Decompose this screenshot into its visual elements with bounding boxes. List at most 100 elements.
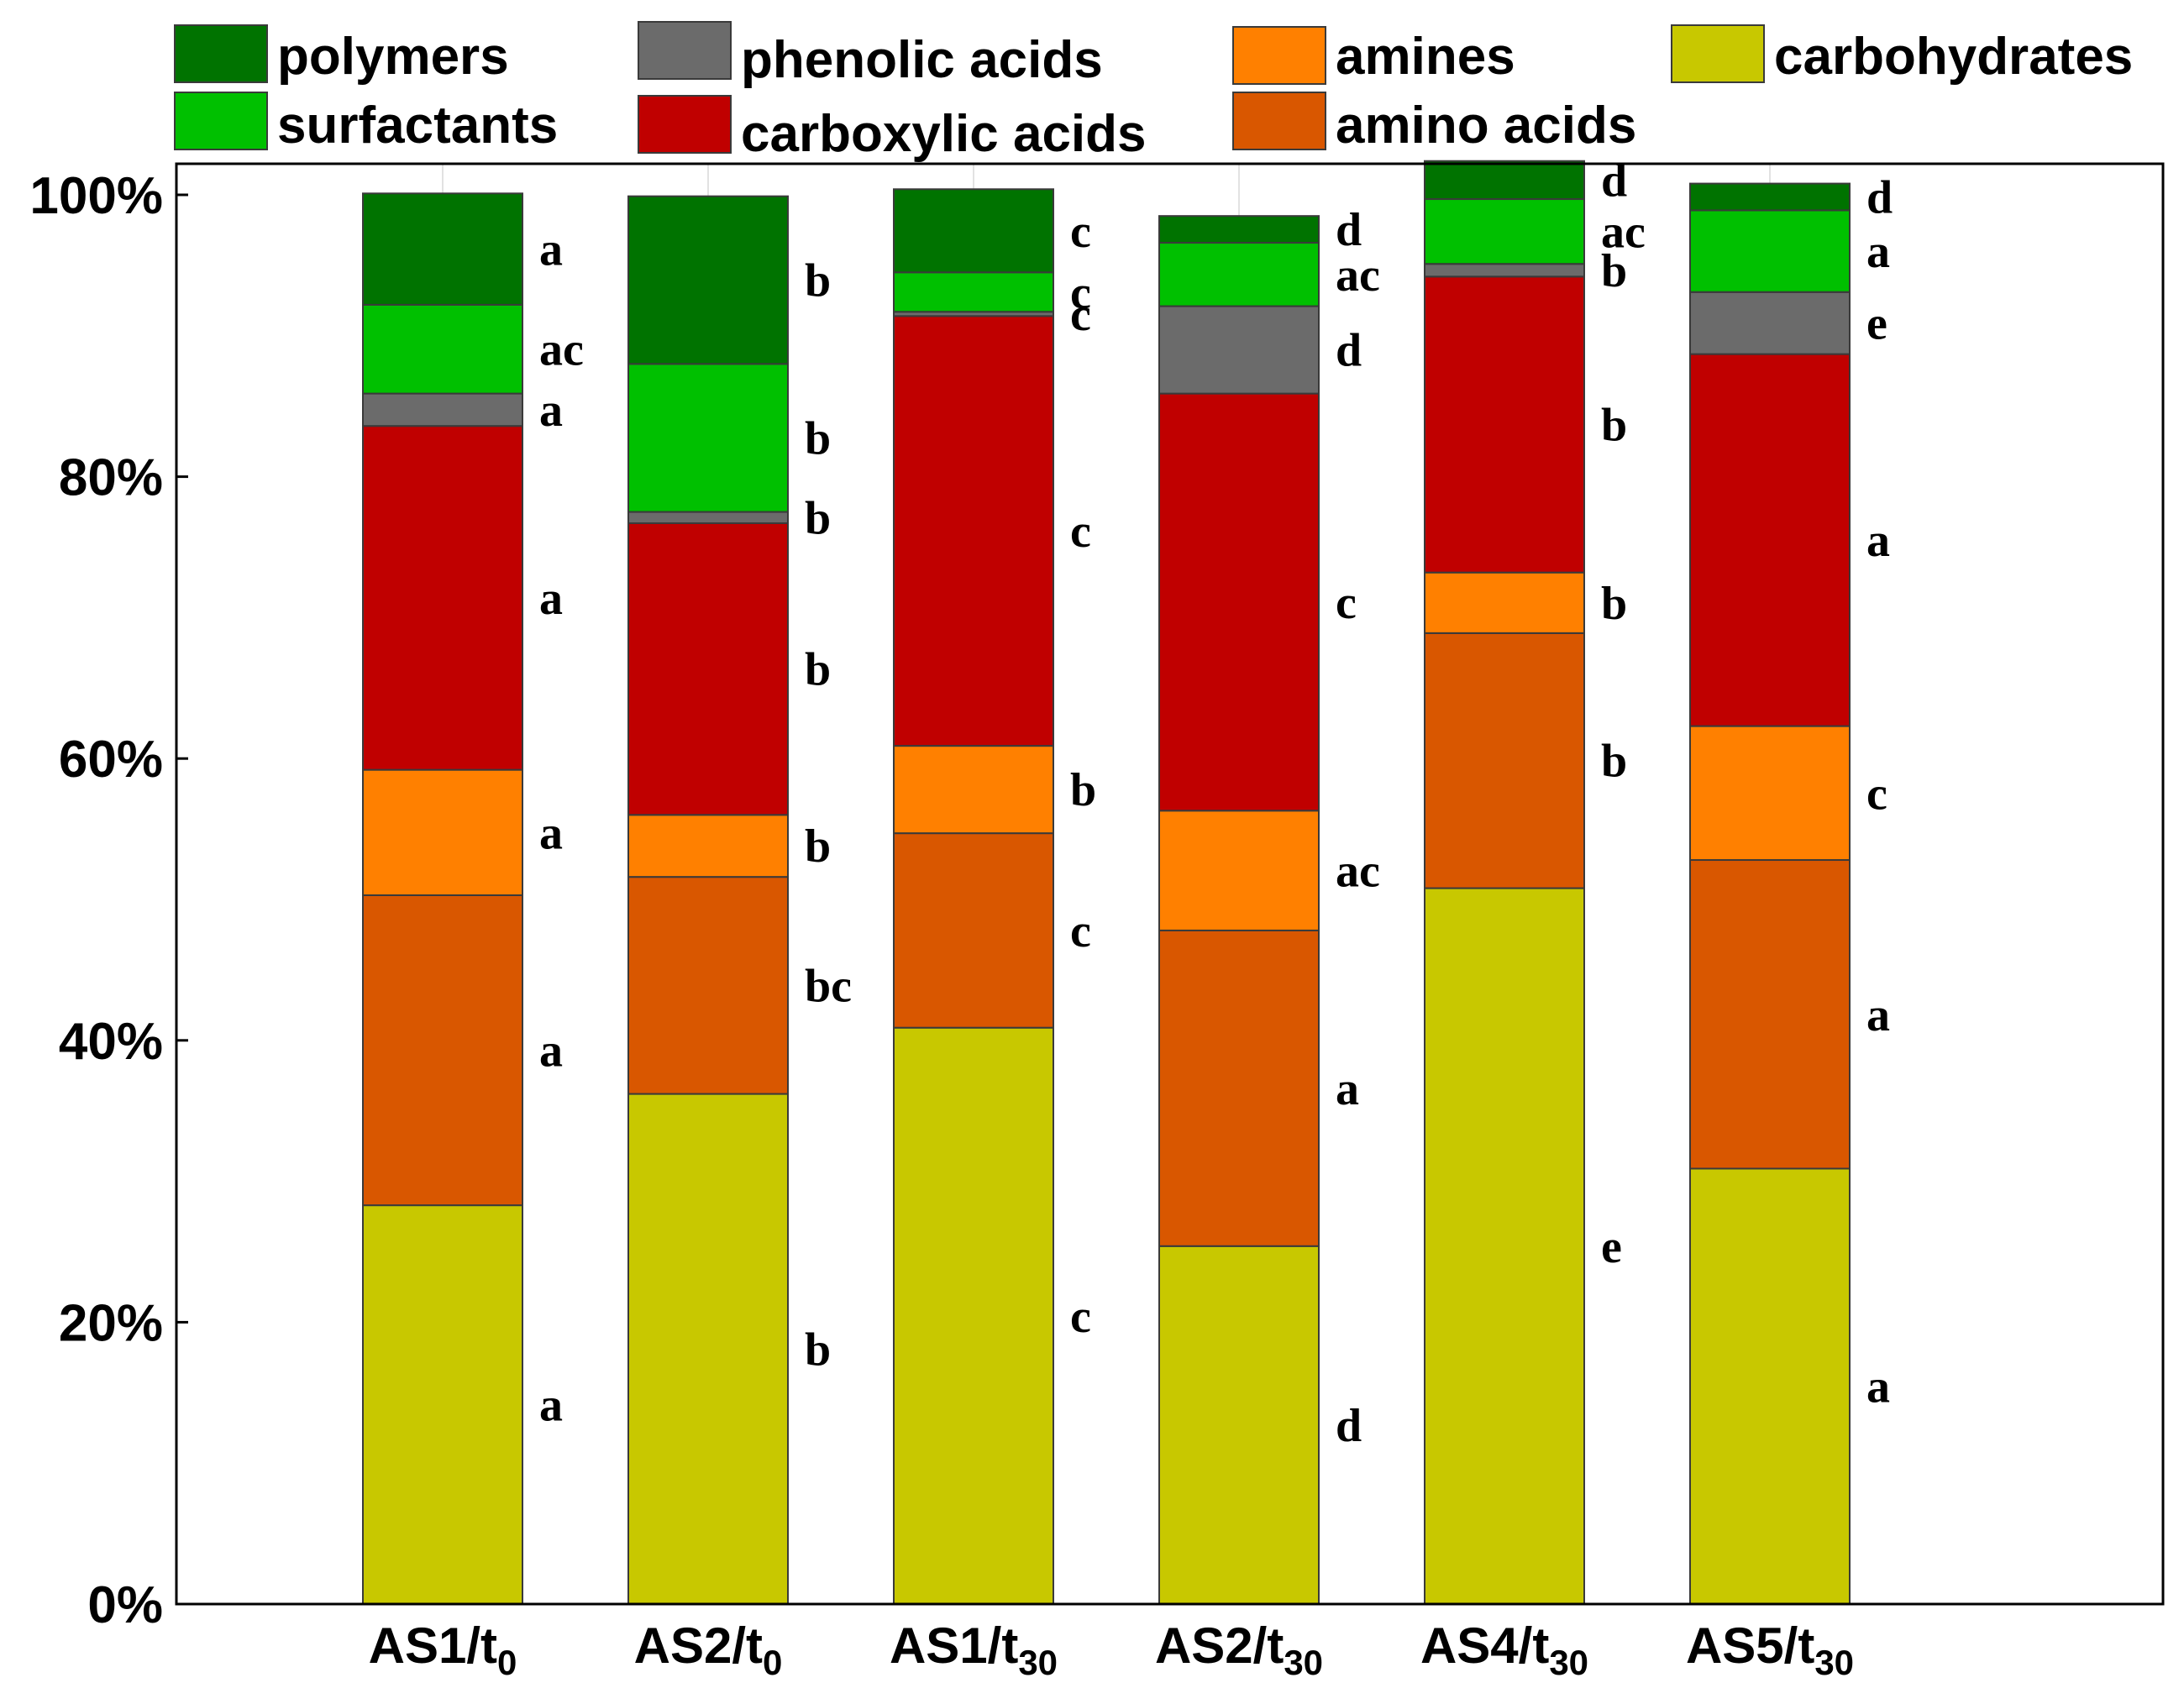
significance-letter: a xyxy=(1866,515,1890,567)
significance-letter: a xyxy=(539,1380,563,1432)
bar-segment-carbohydrates xyxy=(1158,1245,1320,1605)
legend-swatch xyxy=(1232,92,1326,150)
significance-letter: a xyxy=(539,573,563,625)
significance-letter: a xyxy=(539,807,563,859)
x-tick-label: AS5/t30 xyxy=(1686,1617,1854,1682)
bar-segment-carbohydrates xyxy=(893,1026,1054,1605)
y-tick-label: 20% xyxy=(59,1294,163,1352)
bar-segment-carboxylic-acids xyxy=(627,522,789,816)
x-axis: AS1/t0 AS2/t0 AS1/t30 AS2/t30 AS4/t30 AS5/t30 xyxy=(369,1617,1854,1682)
bar-segment-polymers xyxy=(893,188,1054,274)
significance-letter: ac xyxy=(1601,207,1646,259)
plot-frame xyxy=(175,162,2165,1606)
bar-segment-carbohydrates xyxy=(1689,1167,1851,1606)
bar-segment-amines xyxy=(893,745,1054,835)
y-tick-label: 80% xyxy=(59,449,163,507)
significance-letter: b xyxy=(1601,578,1627,630)
legend-label: amino acids xyxy=(1336,97,1636,155)
x-tick-label-base: AS2/t xyxy=(1155,1617,1284,1674)
bar-segment-polymers xyxy=(1689,182,1851,212)
bar-segment-amino-acids xyxy=(1689,859,1851,1170)
significance-letter: c xyxy=(1070,506,1091,558)
legend-swatch xyxy=(1232,26,1326,85)
legend-item-amino-acids: amino acids xyxy=(1232,92,1636,155)
bar-segment-carbohydrates xyxy=(1424,887,1585,1606)
significance-letter: b xyxy=(1070,764,1096,816)
significance-letter: ac xyxy=(539,324,584,376)
x-tick-label: AS4/t30 xyxy=(1420,1617,1588,1682)
significance-letter: a xyxy=(1866,989,1890,1041)
legend-label: phenolic acids xyxy=(741,31,1103,89)
significance-letter: d xyxy=(1866,172,1893,224)
bar-segment-polymers xyxy=(1424,160,1585,201)
x-tick-label-base: AS4/t xyxy=(1420,1617,1549,1674)
legend-label: amines xyxy=(1336,28,1515,86)
x-tick-label: AS1/t0 xyxy=(369,1617,517,1682)
legend-item-polymers: polymers xyxy=(174,24,509,86)
bar-segment-amino-acids xyxy=(893,832,1054,1029)
significance-letter: c xyxy=(1070,267,1091,319)
legend-item-carbohydrates: carbohydrates xyxy=(1671,24,2133,86)
x-tick-label-base: AS1/t xyxy=(369,1617,497,1674)
bar-segment-amino-acids xyxy=(362,894,523,1207)
bar-segment-carbohydrates xyxy=(627,1093,789,1605)
y-tick-label: 0% xyxy=(87,1576,163,1634)
bar-segment-surfactants xyxy=(893,271,1054,313)
bar-segment-amino-acids xyxy=(1424,632,1585,889)
bar-segment-amines xyxy=(1424,571,1585,634)
bar-segment-surfactants xyxy=(1689,209,1851,293)
bar-segment-phenolic-acids xyxy=(1689,291,1851,355)
legend-item-carboxylic-acids: carboxylic acids xyxy=(638,95,1147,163)
bar-segment-amines xyxy=(1158,810,1320,931)
x-tick-label-subscript: 0 xyxy=(497,1643,517,1682)
significance-letter: a xyxy=(539,224,563,276)
significance-letter: b xyxy=(805,821,831,873)
plot-area: aaaaaacabbcbbbbbccbccccdaaccdacdebbbbacd… xyxy=(175,155,2165,1606)
bar-segment-polymers xyxy=(1158,215,1320,244)
significance-letter: b xyxy=(805,255,831,307)
bar-segment-surfactants xyxy=(1424,198,1585,265)
significance-letter: c xyxy=(1866,768,1887,820)
y-tick-label: 60% xyxy=(59,731,163,789)
significance-letter: a xyxy=(539,1025,563,1077)
bar-segment-amino-acids xyxy=(627,876,789,1095)
bar-segment-phenolic-acids xyxy=(627,511,789,524)
x-tick-label-subscript: 30 xyxy=(1284,1643,1323,1682)
significance-letter: d xyxy=(1336,1400,1362,1452)
legend-swatch xyxy=(174,92,268,150)
significance-letter: a xyxy=(1866,1361,1890,1413)
bar-segment-surfactants xyxy=(1158,242,1320,307)
legend-label: surfactants xyxy=(277,97,558,155)
significance-letter: c xyxy=(1070,905,1091,957)
legend-swatch xyxy=(638,21,732,80)
bar-segment-polymers xyxy=(362,192,523,306)
legend-swatch xyxy=(1671,24,1765,83)
x-tick-label-base: AS5/t xyxy=(1686,1617,1814,1674)
y-tick-label: 100% xyxy=(29,167,163,225)
x-tick-label-base: AS2/t xyxy=(634,1617,763,1674)
bar-segment-amines xyxy=(1689,725,1851,862)
significance-letter: c xyxy=(1070,289,1091,341)
significance-letter: b xyxy=(1601,245,1627,297)
significance-letter: a xyxy=(1866,226,1890,278)
bar-segment-surfactants xyxy=(362,303,523,395)
significance-letter: d xyxy=(1336,204,1362,256)
significance-letter: b xyxy=(1601,736,1627,788)
legend-swatch xyxy=(174,24,268,83)
x-tick-label: AS2/t0 xyxy=(634,1617,783,1682)
legend-item-phenolic-acids: phenolic acids xyxy=(638,21,1103,89)
legend: polymers phenolic acids amines carbohydrate… xyxy=(174,21,2133,163)
bar-segment-amino-acids xyxy=(1158,929,1320,1247)
legend-label: polymers xyxy=(277,28,509,86)
significance-letter: b xyxy=(805,412,831,464)
significance-letter: b xyxy=(805,1324,831,1376)
x-tick-label-subscript: 30 xyxy=(1018,1643,1058,1682)
bar-segment-carboxylic-acids xyxy=(1158,392,1320,812)
significance-letter: c xyxy=(1336,577,1357,629)
